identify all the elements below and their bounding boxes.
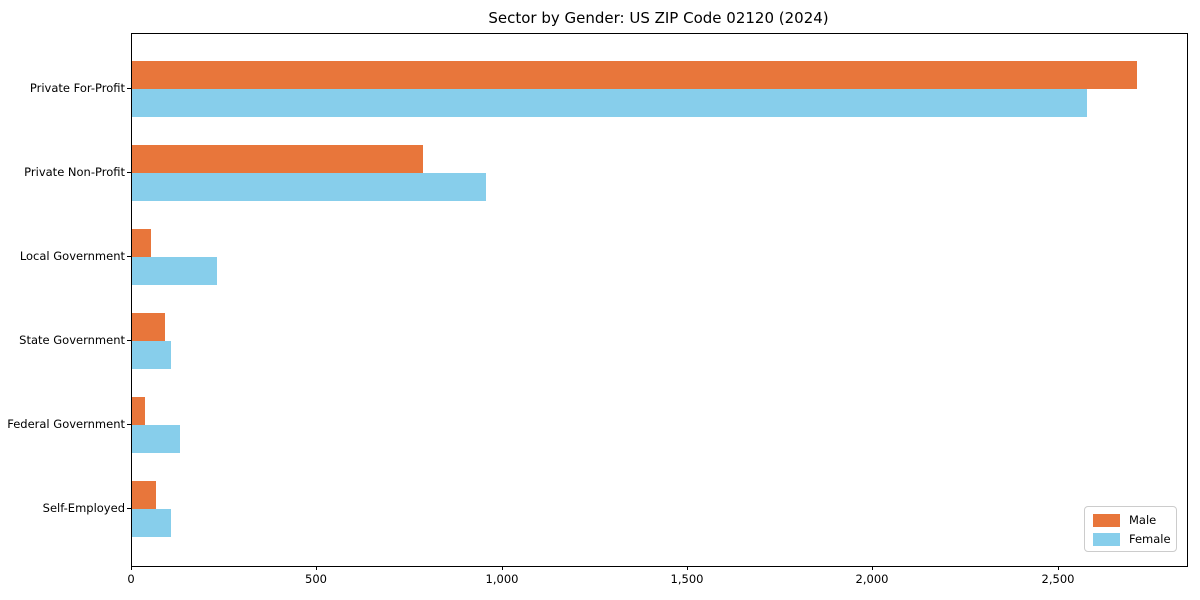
x-tick-2-000 (872, 566, 873, 570)
bar-self-employed-female (132, 509, 171, 537)
bar-private-non-profit-female (132, 173, 486, 201)
chart-title: Sector by Gender: US ZIP Code 02120 (202… (488, 9, 829, 27)
legend-label-female: Female (1129, 532, 1171, 546)
bar-private-for-profit-male (132, 61, 1137, 89)
female-swatch-icon (1093, 532, 1120, 546)
y-tick-federal-government (127, 424, 131, 425)
bar-state-government-female (132, 341, 171, 369)
x-tick-500 (316, 566, 317, 570)
y-axis-label-private-for-profit: Private For-Profit (29, 81, 125, 95)
x-tick-1-000 (502, 566, 503, 570)
y-axis-label-self-employed: Self-Employed (42, 501, 125, 515)
x-axis-label-2-500: 2,500 (1041, 572, 1075, 586)
bar-state-government-male (132, 313, 165, 341)
y-tick-self-employed (127, 508, 131, 509)
y-axis-label-federal-government: Federal Government (7, 417, 125, 431)
bar-federal-government-male (132, 397, 145, 425)
x-tick-1-500 (687, 566, 688, 570)
y-tick-state-government (127, 340, 131, 341)
bar-private-for-profit-female (132, 89, 1087, 117)
y-tick-private-for-profit (127, 88, 131, 89)
bar-local-government-female (132, 257, 217, 285)
x-axis-label-1-000: 1,000 (485, 572, 519, 586)
bar-self-employed-male (132, 481, 156, 509)
y-axis-label-state-government: State Government (19, 333, 125, 347)
x-axis-label-500: 500 (305, 572, 327, 586)
bar-private-non-profit-male (132, 145, 423, 173)
x-axis-label-2-000: 2,000 (855, 572, 889, 586)
legend: Male Female (1084, 506, 1177, 552)
legend-entry-male: Male (1093, 513, 1168, 527)
plot-area (131, 33, 1188, 567)
y-axis-label-private-non-profit: Private Non-Profit (24, 165, 125, 179)
y-tick-private-non-profit (127, 172, 131, 173)
y-axis-label-local-government: Local Government (19, 249, 125, 263)
bar-local-government-male (132, 229, 151, 257)
x-axis-label-0: 0 (127, 572, 135, 586)
legend-label-male: Male (1129, 513, 1157, 527)
male-swatch-icon (1093, 513, 1120, 527)
x-axis-label-1-500: 1,500 (670, 572, 704, 586)
bar-federal-government-female (132, 425, 180, 453)
y-tick-local-government (127, 256, 131, 257)
x-tick-0 (131, 566, 132, 570)
x-tick-2-500 (1058, 566, 1059, 570)
legend-entry-female: Female (1093, 532, 1171, 546)
